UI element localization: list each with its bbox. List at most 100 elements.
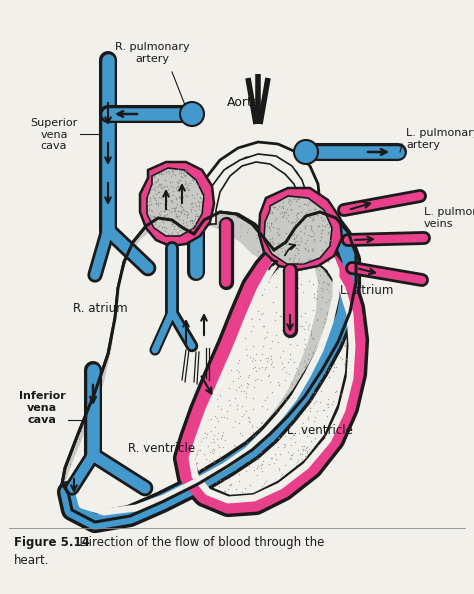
Point bbox=[308, 359, 316, 368]
Point bbox=[153, 495, 160, 505]
Point bbox=[227, 372, 234, 382]
Point bbox=[168, 219, 176, 229]
Point bbox=[218, 412, 225, 421]
Point bbox=[251, 331, 258, 341]
Point bbox=[290, 260, 298, 270]
Point bbox=[325, 394, 332, 403]
Point bbox=[325, 312, 332, 322]
Point bbox=[294, 369, 302, 379]
Point bbox=[347, 299, 355, 309]
Point bbox=[194, 445, 202, 454]
Point bbox=[173, 399, 181, 408]
Point bbox=[214, 454, 222, 463]
Point bbox=[135, 330, 143, 339]
Point bbox=[300, 287, 307, 297]
Point bbox=[177, 202, 184, 211]
Point bbox=[297, 282, 305, 291]
Point bbox=[311, 352, 319, 362]
Point bbox=[236, 470, 243, 479]
Point bbox=[295, 464, 302, 473]
Point bbox=[242, 388, 250, 398]
Point bbox=[209, 238, 217, 248]
Point bbox=[190, 287, 197, 297]
Point bbox=[277, 311, 284, 320]
Point bbox=[183, 362, 191, 371]
Point bbox=[175, 419, 183, 429]
Point bbox=[234, 329, 242, 339]
Point bbox=[72, 461, 79, 470]
Point bbox=[323, 411, 331, 421]
Point bbox=[86, 437, 93, 447]
Point bbox=[337, 326, 344, 335]
Point bbox=[248, 444, 255, 453]
Point bbox=[149, 250, 156, 260]
Point bbox=[97, 456, 105, 465]
Point bbox=[173, 228, 181, 237]
Point bbox=[75, 491, 82, 500]
Point bbox=[302, 321, 310, 331]
Point bbox=[262, 386, 269, 395]
Point bbox=[164, 470, 172, 480]
Point bbox=[187, 200, 195, 209]
Point bbox=[295, 258, 303, 268]
Point bbox=[155, 361, 163, 370]
Point bbox=[233, 295, 240, 304]
Point bbox=[267, 355, 275, 364]
Point bbox=[197, 198, 205, 207]
Point bbox=[266, 225, 273, 235]
Point bbox=[235, 339, 242, 349]
Point bbox=[146, 193, 154, 203]
Point bbox=[140, 437, 147, 446]
Point bbox=[209, 225, 217, 235]
Point bbox=[164, 229, 172, 238]
Point bbox=[245, 413, 253, 422]
Point bbox=[322, 225, 329, 235]
Point bbox=[122, 293, 129, 303]
Point bbox=[142, 479, 150, 488]
Point bbox=[302, 199, 310, 208]
Point bbox=[271, 292, 278, 301]
Point bbox=[274, 229, 282, 238]
Point bbox=[296, 321, 303, 330]
Point bbox=[201, 233, 209, 243]
Point bbox=[150, 475, 157, 484]
Point bbox=[92, 489, 100, 498]
Point bbox=[263, 404, 271, 413]
Point bbox=[259, 269, 266, 279]
Point bbox=[87, 406, 95, 415]
Point bbox=[280, 439, 288, 448]
Point bbox=[259, 309, 266, 318]
Point bbox=[211, 284, 219, 293]
Point bbox=[333, 266, 340, 276]
Point bbox=[118, 475, 125, 484]
Point bbox=[287, 218, 295, 228]
Point bbox=[237, 381, 244, 391]
Point bbox=[191, 193, 198, 203]
Point bbox=[92, 464, 100, 473]
Point bbox=[224, 280, 231, 290]
Point bbox=[195, 302, 202, 311]
Point bbox=[177, 481, 185, 491]
Point bbox=[250, 439, 258, 448]
Point bbox=[170, 362, 178, 372]
Point bbox=[241, 271, 248, 281]
Point bbox=[146, 374, 154, 383]
Point bbox=[280, 207, 288, 217]
Point bbox=[307, 225, 314, 234]
Point bbox=[163, 181, 171, 191]
Point bbox=[124, 501, 131, 511]
Point bbox=[213, 393, 221, 402]
Point bbox=[268, 358, 276, 367]
Point bbox=[184, 209, 192, 219]
Point bbox=[332, 336, 340, 345]
Point bbox=[257, 288, 265, 298]
Point bbox=[269, 420, 277, 429]
Point bbox=[109, 416, 117, 425]
Point bbox=[143, 407, 151, 417]
Point bbox=[261, 285, 268, 294]
Point bbox=[215, 402, 222, 411]
Point bbox=[169, 271, 176, 281]
Point bbox=[69, 467, 77, 477]
Point bbox=[260, 335, 267, 345]
Point bbox=[167, 195, 175, 205]
